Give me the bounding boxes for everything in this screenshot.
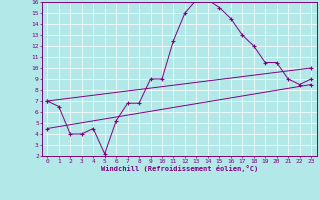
X-axis label: Windchill (Refroidissement éolien,°C): Windchill (Refroidissement éolien,°C) — [100, 165, 258, 172]
